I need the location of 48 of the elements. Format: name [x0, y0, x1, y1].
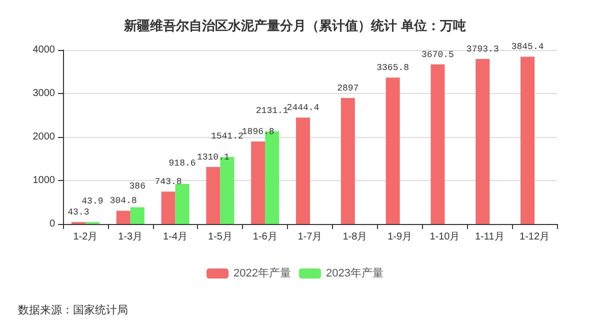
data-label: 743.8 — [154, 177, 182, 188]
bar — [175, 184, 190, 224]
x-tick-label: 1-2月 — [73, 232, 98, 242]
bar — [206, 167, 220, 224]
data-label: 1310.1 — [196, 152, 230, 163]
x-tick-label: 1-5月 — [208, 232, 232, 242]
y-tick-label: 3000 — [32, 88, 56, 99]
data-label: 1896.8 — [242, 126, 274, 137]
data-label: 3845.4 — [511, 42, 544, 52]
x-tick-label: 1-11月 — [474, 232, 504, 242]
x-tick-label: 1-4月 — [163, 232, 188, 242]
data-label: 1541.2 — [210, 131, 244, 142]
data-label: 2897 — [337, 83, 359, 94]
chart-title: 新疆维吾尔自治区水泥产量分月（累计值）统计 单位：万吨 — [123, 18, 466, 33]
y-tick-label: 4000 — [32, 44, 56, 56]
data-label: 43.9 — [82, 196, 104, 207]
legend-label: 2023年产量 — [326, 266, 384, 280]
data-label: 3793.3 — [466, 44, 499, 54]
y-tick-label: 0 — [49, 218, 56, 230]
bar — [130, 207, 144, 224]
x-tick-label: 1-6月 — [252, 232, 278, 242]
bar — [161, 192, 176, 224]
y-tick-label: 1000 — [32, 175, 56, 186]
bar — [251, 141, 266, 224]
data-label: 918.6 — [168, 158, 196, 169]
bar — [476, 58, 490, 224]
legend-label: 2022年产量 — [234, 266, 292, 280]
data-label: 2131.1 — [256, 106, 288, 116]
x-tick-label: 1-7月 — [298, 232, 322, 242]
data-label: 3365.8 — [376, 63, 410, 74]
source-note: 数据来源：国家统计局 — [18, 304, 128, 316]
data-label: 2444.4 — [286, 103, 320, 114]
bar — [116, 210, 130, 224]
x-tick-label: 1-12月 — [520, 232, 550, 242]
bar — [520, 56, 535, 224]
x-tick-label: 1-8月 — [342, 232, 368, 242]
bar — [430, 64, 445, 224]
y-tick-label: 2000 — [32, 132, 56, 142]
data-label: 3670.5 — [422, 50, 454, 60]
x-tick-label: 1-10月 — [430, 232, 460, 242]
x-tick-label: 1-3月 — [118, 232, 143, 242]
data-label: 43.3 — [68, 208, 90, 218]
data-label: 386 — [129, 182, 146, 192]
bar — [296, 118, 310, 224]
bar — [386, 78, 400, 224]
bar — [340, 98, 355, 224]
data-label: 304.8 — [110, 196, 137, 206]
x-tick-label: 1-9月 — [388, 232, 412, 242]
